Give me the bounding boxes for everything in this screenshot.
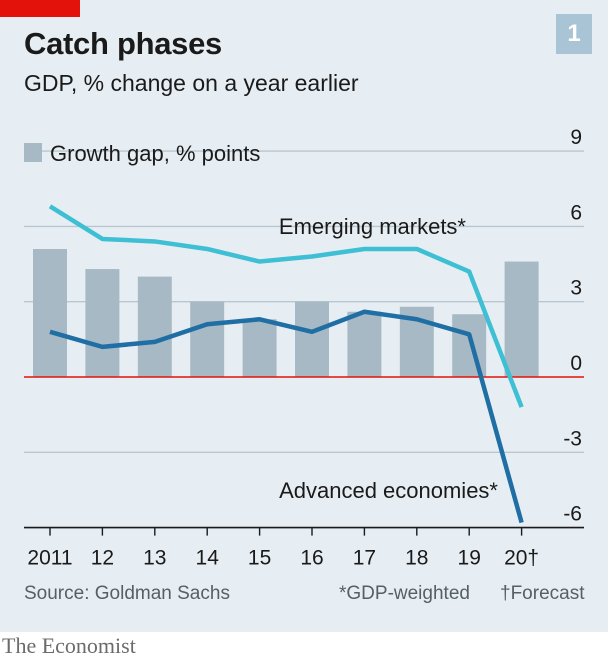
advanced-economies-line <box>49 309 524 524</box>
brand-logo-text: The Economist <box>2 633 136 658</box>
y-tick-label: 0 <box>570 352 582 375</box>
x-tick-label: 15 <box>248 547 271 570</box>
x-tick-label: 14 <box>196 547 220 570</box>
growth-gap-bar <box>85 269 120 377</box>
growth-gap-bar <box>347 311 382 377</box>
legend-swatch <box>24 143 42 162</box>
x-tick-label: 16 <box>300 547 323 570</box>
forecast-note: †Forecast <box>500 583 585 604</box>
y-tick-label: 3 <box>570 277 582 300</box>
chart-title: Catch phases <box>24 26 222 61</box>
x-tick-label: 12 <box>91 547 114 570</box>
y-tick-label: 6 <box>570 201 582 224</box>
gdp-weighted-note: *GDP-weighted <box>339 583 470 604</box>
growth-gap-bar <box>452 314 487 377</box>
chart-card: 1 Catch phases GDP, % change on a year e… <box>0 0 608 632</box>
advanced-economies-label: Advanced economies* <box>279 478 498 503</box>
chart-number-badge: 1 <box>556 14 592 54</box>
growth-gap-bar <box>33 248 67 377</box>
growth-gap-bar <box>504 261 539 377</box>
growth-gap-bar <box>295 301 329 377</box>
y-tick-label: 9 <box>570 126 582 149</box>
brand-red-tag <box>0 0 80 17</box>
growth-gap-bar <box>190 301 225 377</box>
emerging-markets-line <box>48 204 524 408</box>
x-tick-label: 19 <box>458 547 481 570</box>
chart-plot: 9 6 3 0 -3 -6 2011 12 13 14 15 16 17 18 19 20† Emerging … <box>24 126 584 570</box>
legend-label: Growth gap, % points <box>50 141 260 166</box>
y-tick-label: -3 <box>563 427 582 450</box>
growth-gap-bar <box>137 276 172 377</box>
x-tick-label: 2011 <box>27 547 72 570</box>
source-note: Source: Goldman Sachs <box>24 583 230 604</box>
x-tick-label: 20† <box>504 547 539 570</box>
emerging-markets-label: Emerging markets* <box>279 214 467 239</box>
y-tick-label: -6 <box>563 503 582 526</box>
x-tick-label: 13 <box>143 547 166 570</box>
chart-subtitle: GDP, % change on a year earlier <box>24 70 359 96</box>
x-tick-label: 17 <box>353 547 376 570</box>
x-tick-label: 18 <box>405 547 428 570</box>
growth-gap-bar <box>242 319 277 377</box>
